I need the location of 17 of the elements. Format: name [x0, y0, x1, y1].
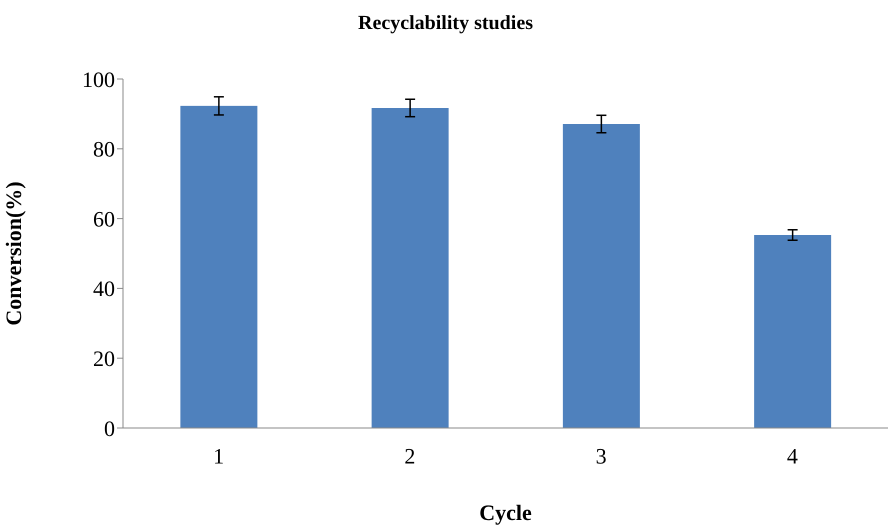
bar — [562, 124, 640, 428]
bar — [372, 108, 449, 428]
x-tick-label: 4 — [786, 444, 798, 469]
y-axis-title: Conversion(%) — [0, 181, 26, 326]
y-tick-label: 60 — [93, 206, 115, 232]
y-tick-label: 80 — [93, 136, 115, 162]
x-tick-label: 2 — [404, 444, 416, 469]
y-tick-label: 100 — [82, 66, 115, 92]
x-tick-label: 3 — [596, 444, 607, 469]
x-tick-label: 1 — [213, 444, 224, 469]
x-axis-title: Cycle — [479, 500, 532, 525]
bar — [754, 235, 832, 428]
y-tick-label: 20 — [93, 346, 115, 372]
y-tick-label: 0 — [104, 416, 115, 441]
bar — [180, 106, 258, 428]
y-tick-label: 40 — [93, 276, 115, 302]
chart-title: Recyclability studies — [357, 12, 534, 35]
